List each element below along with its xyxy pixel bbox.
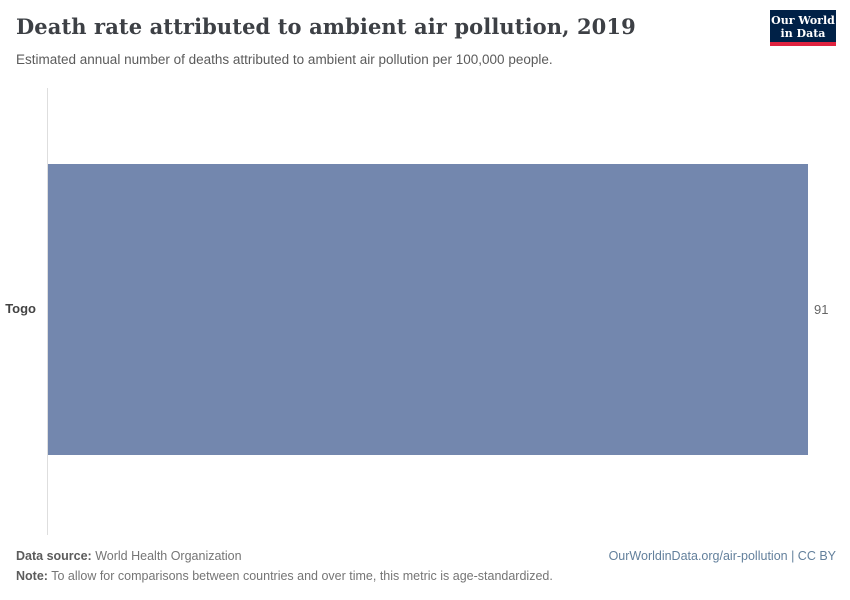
page-title: Death rate attributed to ambient air pol… [16, 14, 636, 39]
owid-logo-accent-bar [770, 42, 836, 46]
footer-source-row: Data source: World Health Organization O… [16, 549, 836, 563]
data-source-line: Data source: World Health Organization [16, 549, 242, 563]
bar-track [48, 164, 808, 455]
entity-label-togo: Togo [5, 301, 36, 316]
note-text: To allow for comparisons between countri… [51, 569, 553, 583]
note-label: Note: [16, 569, 48, 583]
owid-logo-line1: Our World [771, 14, 835, 27]
bar-value-label: 91 [814, 302, 829, 317]
data-source-text: World Health Organization [95, 549, 242, 563]
owid-logo-line2: in Data [780, 27, 826, 40]
y-axis-line [47, 88, 48, 535]
footer-note-row: Note: To allow for comparisons between c… [16, 569, 836, 583]
chart-subtitle: Estimated annual number of deaths attrib… [16, 52, 553, 67]
data-source-label: Data source: [16, 549, 92, 563]
bar-togo[interactable] [48, 164, 808, 455]
owid-citation-link[interactable]: OurWorldinData.org/air-pollution | CC BY [608, 549, 836, 563]
owid-logo: Our World in Data [770, 10, 836, 46]
